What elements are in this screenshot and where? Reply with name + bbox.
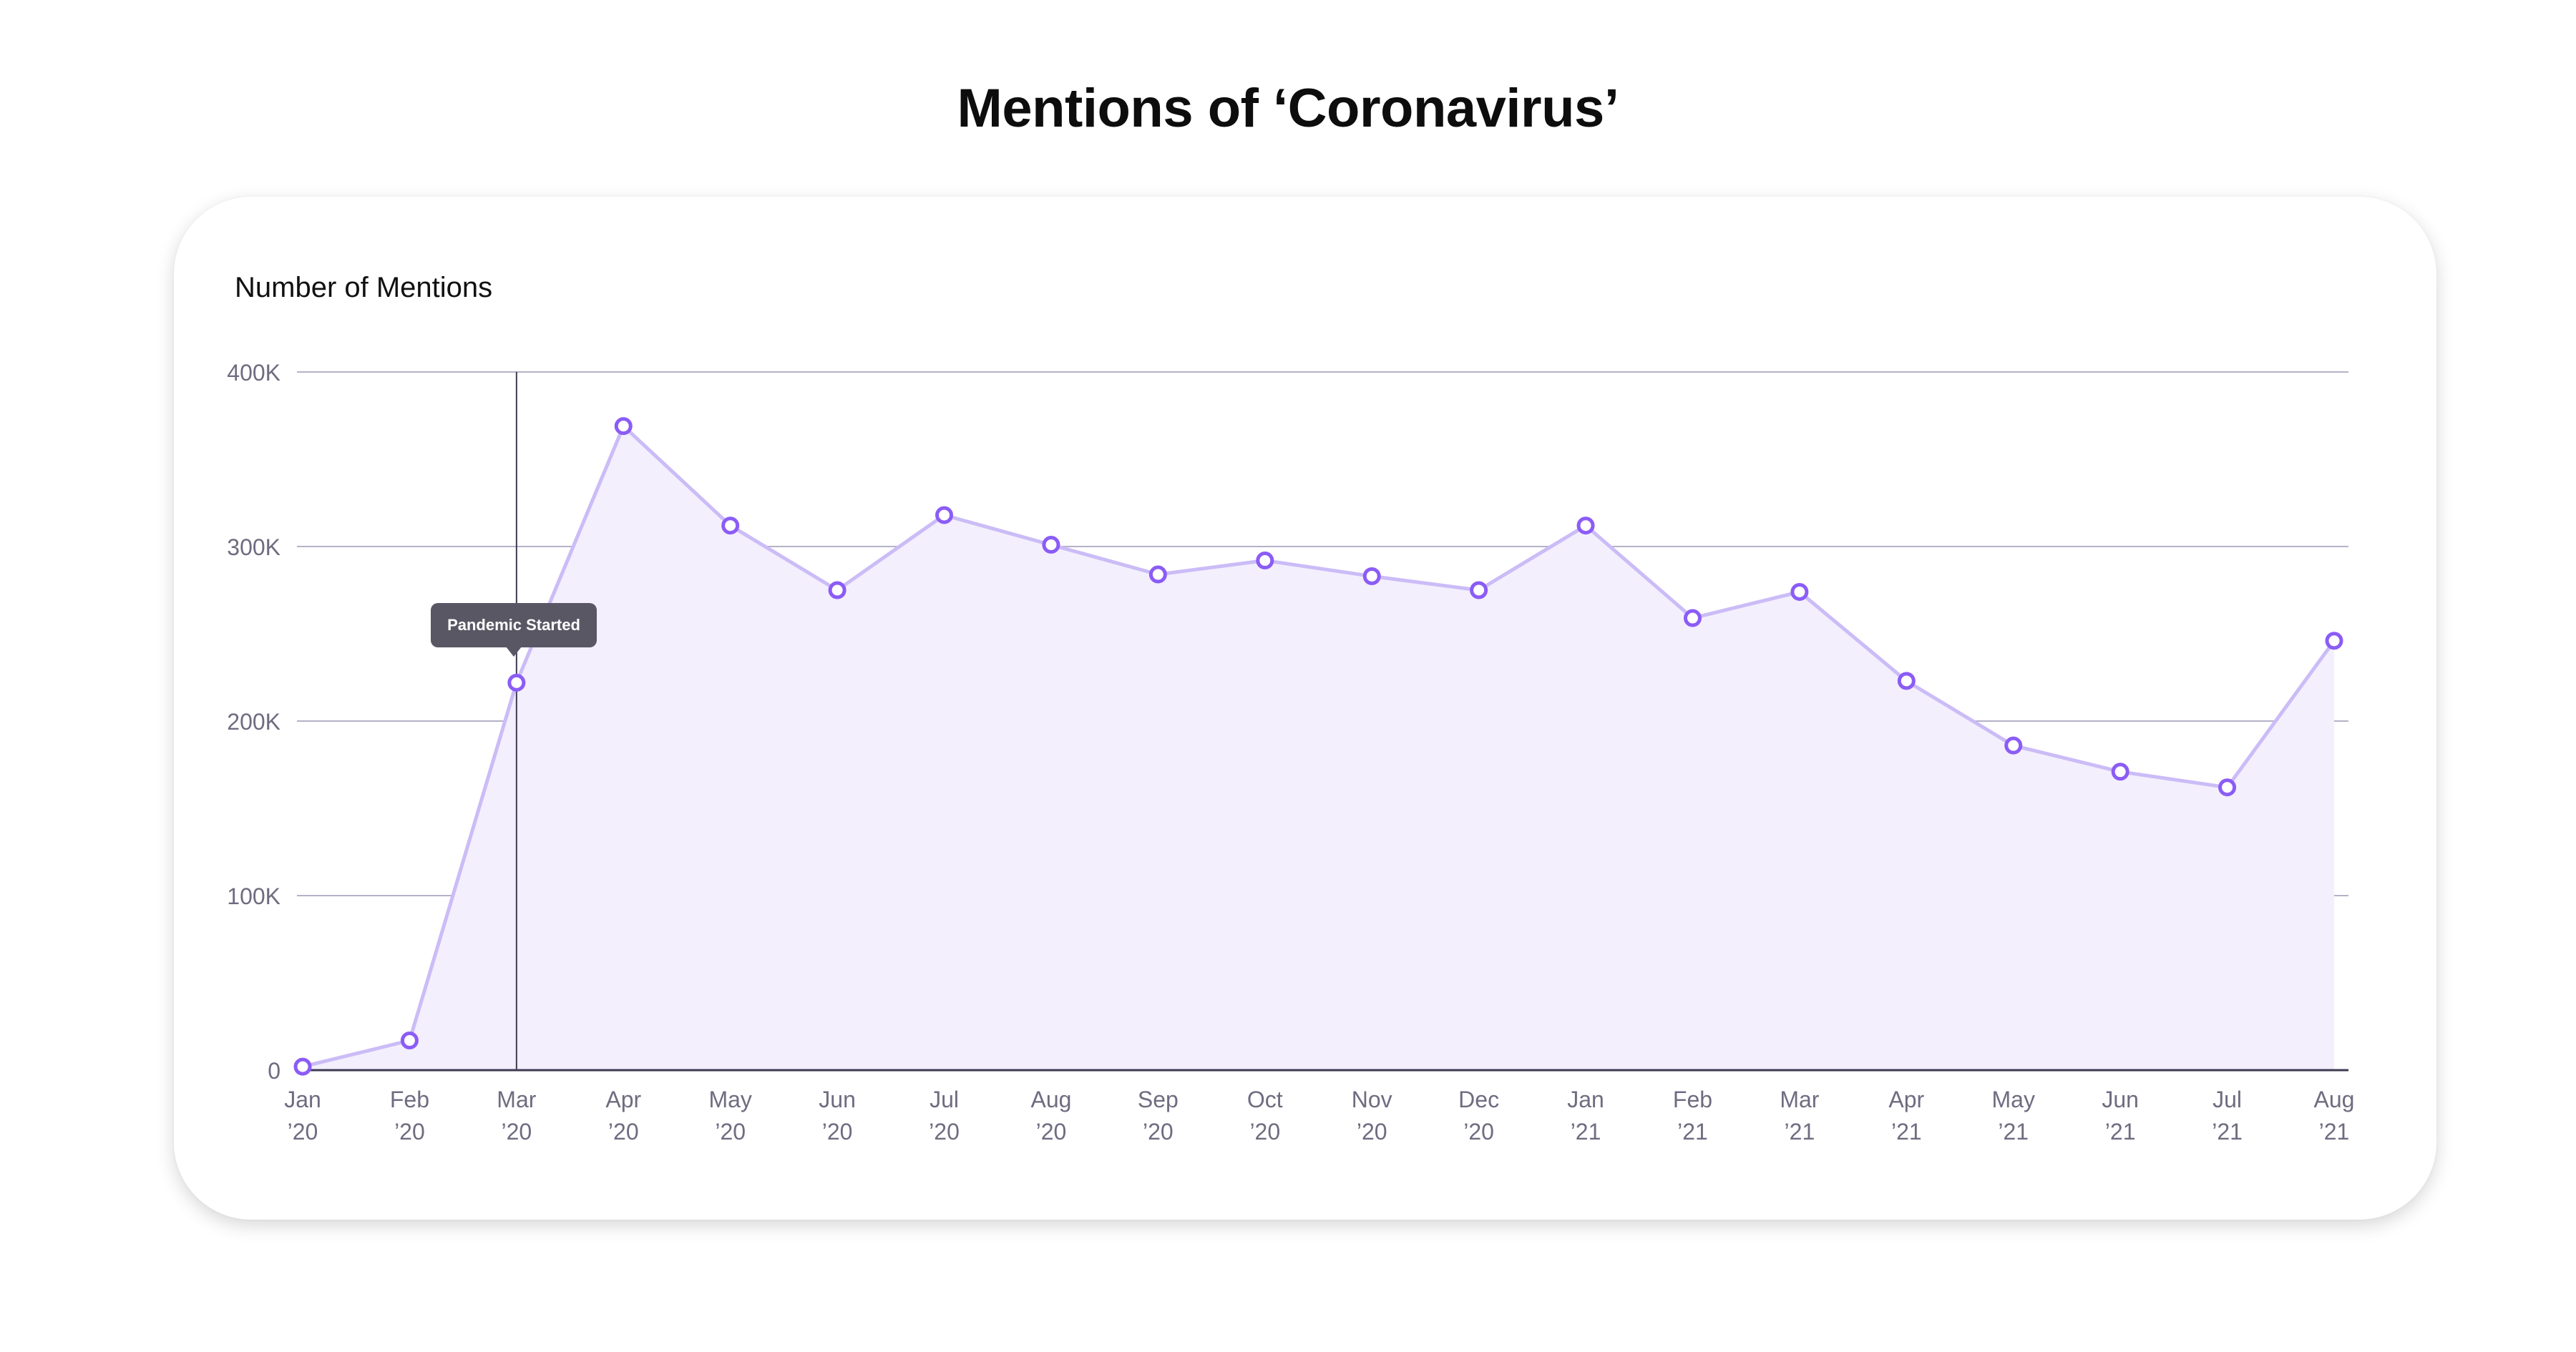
data-point [1470, 581, 1488, 599]
x-tick-label-month: Nov [1352, 1087, 1392, 1112]
data-point [1362, 567, 1381, 585]
data-point [293, 1057, 312, 1076]
x-tick-label-year: ’21 [1677, 1119, 1708, 1145]
x-tick-label-month: Aug [2314, 1087, 2355, 1112]
data-point [1683, 609, 1702, 627]
x-tick-label-year: ’20 [715, 1119, 746, 1145]
x-tick-label-year: ’21 [2212, 1119, 2243, 1145]
data-point [828, 581, 847, 599]
data-point [2218, 778, 2237, 797]
x-tick-label-month: Feb [390, 1087, 429, 1112]
data-point [2111, 763, 2129, 781]
x-tick-label-month: Jul [2212, 1087, 2242, 1112]
x-tick-label-year: ’20 [1036, 1119, 1067, 1145]
x-tick-label-month: Jan [1567, 1087, 1604, 1112]
annotation-pointer [506, 647, 522, 657]
y-tick-label: 300K [227, 534, 280, 560]
x-tick-label-year: ’20 [1249, 1119, 1280, 1145]
data-point [2004, 736, 2023, 755]
data-point [1790, 582, 1809, 601]
x-tick-label-year: ’20 [1143, 1119, 1174, 1145]
data-point [1256, 552, 1274, 570]
series-line [302, 424, 2336, 1069]
x-tick-label-month: Jun [2102, 1087, 2139, 1112]
x-tick-label-month: Sep [1138, 1087, 1179, 1112]
x-tick-label-month: Jul [930, 1087, 959, 1112]
x-tick-label-month: Apr [605, 1087, 641, 1112]
data-point [1576, 516, 1595, 535]
x-tick-label-month: Aug [1030, 1087, 1071, 1112]
x-tick-label-year: ’21 [2319, 1119, 2350, 1145]
x-tick-label-year: ’20 [288, 1119, 318, 1145]
data-point [935, 506, 954, 524]
x-tick-label-month: Dec [1458, 1087, 1499, 1112]
x-tick-label-month: Mar [1780, 1087, 1819, 1112]
x-tick-label-year: ’21 [1571, 1119, 1601, 1145]
x-tick-label-year: ’20 [929, 1119, 960, 1145]
area-fill [303, 426, 2334, 1070]
x-tick-label-month: Jun [819, 1087, 856, 1112]
data-point [614, 417, 633, 436]
x-tick-label-month: Mar [497, 1087, 536, 1112]
x-tick-label-month: May [708, 1087, 751, 1112]
page-title: Mentions of ‘Coronavirus’ [957, 78, 1619, 139]
y-tick-labels: 0 100K 200K 300K 400K [227, 360, 280, 1084]
x-tick-label-month: Oct [1247, 1087, 1283, 1112]
x-tick-label-year: ’20 [501, 1119, 532, 1145]
x-tick-label-year: ’21 [2105, 1119, 2136, 1145]
x-tick-label-year: ’20 [1357, 1119, 1387, 1145]
x-tick-label-year: ’20 [1463, 1119, 1494, 1145]
x-tick-label-month: Jan [284, 1087, 321, 1112]
x-tick-label-year: ’21 [1891, 1119, 1922, 1145]
x-tick-label-month: Apr [1888, 1087, 1924, 1112]
x-tick-label-year: ’21 [1785, 1119, 1815, 1145]
data-point [1042, 536, 1060, 554]
data-point [400, 1032, 419, 1050]
data-point [2325, 632, 2343, 650]
x-tick-label-year: ’21 [1998, 1119, 2029, 1145]
data-point [507, 673, 526, 692]
data-point [721, 516, 740, 535]
y-tick-label: 400K [227, 360, 280, 386]
x-tick-labels: Jan ’20 Feb ’20 Mar ’20 Apr ’20 May ’20 Jun ’20 Jul ’… [284, 1087, 2354, 1145]
x-tick-label-year: ’20 [394, 1119, 425, 1145]
x-tick-label-month: May [1992, 1087, 2035, 1112]
data-point [1148, 565, 1167, 584]
y-axis-label: Number of Mentions [235, 272, 493, 303]
y-tick-label: 100K [227, 883, 280, 909]
x-tick-label-month: Feb [1673, 1087, 1712, 1112]
x-tick-label-year: ’20 [822, 1119, 853, 1145]
annotation-tooltip: Pandemic Started [431, 603, 597, 647]
x-tick-label-year: ’20 [608, 1119, 639, 1145]
data-points [293, 417, 2343, 1076]
y-tick-label: 200K [227, 709, 280, 735]
y-tick-label: 0 [268, 1058, 280, 1084]
data-point [1897, 672, 1916, 690]
